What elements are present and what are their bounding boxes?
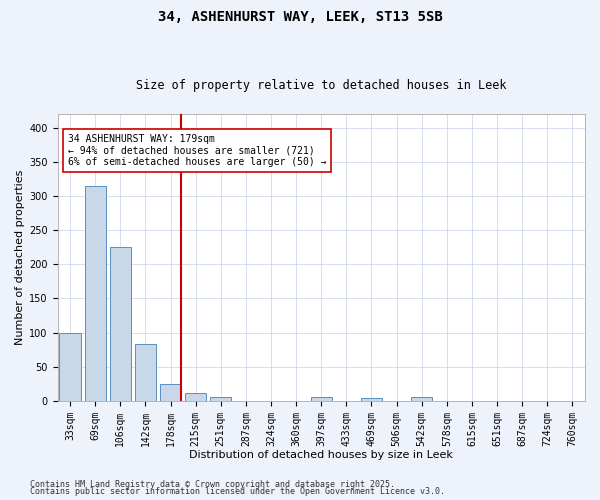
Bar [85,186,106,401]
Text: 34 ASHENHURST WAY: 179sqm
← 94% of detached houses are smaller (721)
6% of semi-: 34 ASHENHURST WAY: 179sqm ← 94% of detac… [68,134,326,168]
Bar [160,384,181,401]
Bar [210,397,232,401]
Bar [185,392,206,401]
Y-axis label: Number of detached properties: Number of detached properties [15,170,25,345]
Text: Contains public sector information licensed under the Open Government Licence v3: Contains public sector information licen… [30,487,445,496]
Text: 34, ASHENHURST WAY, LEEK, ST13 5SB: 34, ASHENHURST WAY, LEEK, ST13 5SB [158,10,442,24]
Title: Size of property relative to detached houses in Leek: Size of property relative to detached ho… [136,79,506,92]
Text: Contains HM Land Registry data © Crown copyright and database right 2025.: Contains HM Land Registry data © Crown c… [30,480,395,489]
Bar [135,344,156,401]
Bar [411,398,433,401]
Bar [59,332,81,401]
Bar [361,398,382,401]
X-axis label: Distribution of detached houses by size in Leek: Distribution of detached houses by size … [190,450,453,460]
Bar [110,247,131,401]
Bar [311,398,332,401]
